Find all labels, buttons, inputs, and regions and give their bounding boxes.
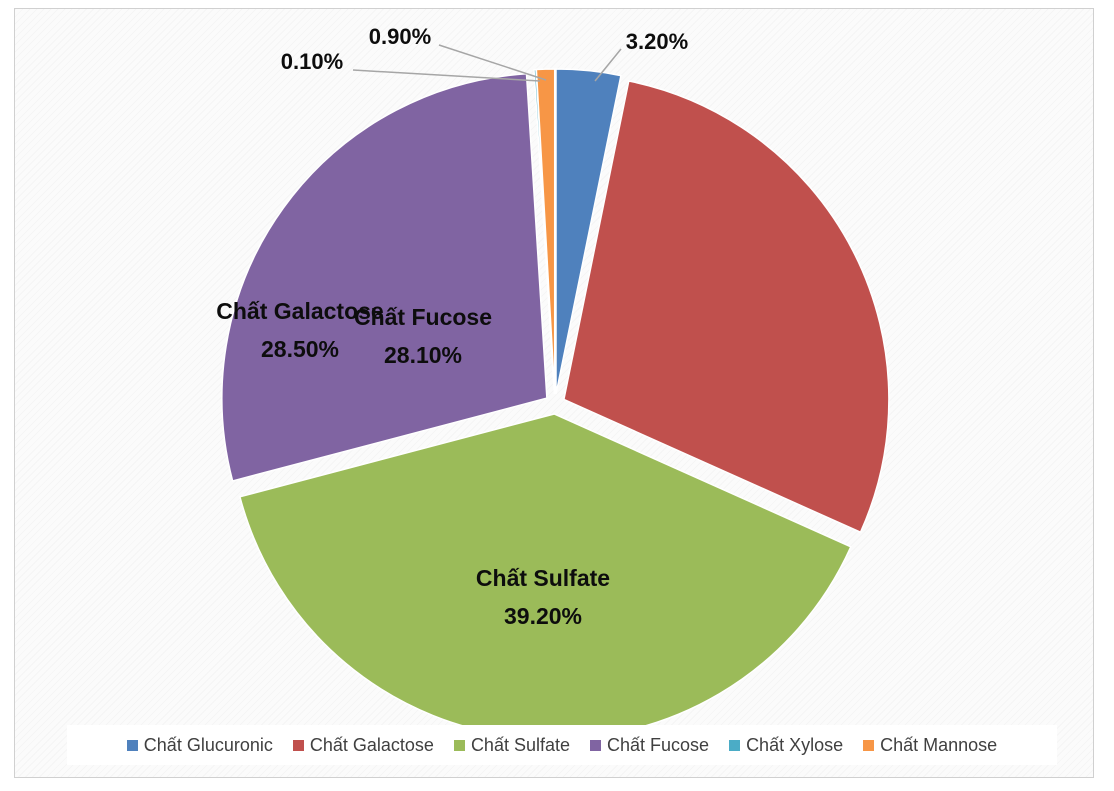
legend-item-mannose: Chất Mannose	[863, 735, 997, 756]
legend-item-glucuronic: Chất Glucuronic	[126, 734, 273, 756]
slice-label-sulfate-name: Chất Sulfate	[476, 565, 610, 591]
legend-label-mannose: Chất Mannose	[880, 734, 998, 755]
legend-label-galactose: Chất Galactose	[309, 734, 434, 755]
pie-slice-fucose	[221, 72, 548, 482]
slice-label-xylose-value: 0.10%	[281, 49, 343, 74]
slice-label-mannose-value: 0.90%	[369, 24, 431, 49]
legend-swatch-mannose	[863, 739, 875, 751]
slice-label-sulfate-value: 39.20%	[504, 603, 582, 629]
legend-item-galactose: Chất Galactose	[292, 734, 434, 756]
legend-swatch-xylose	[729, 739, 741, 751]
legend-item-xylose: Chất Xylose	[729, 735, 843, 756]
slice-label-fucose-name: Chất Fucose	[354, 304, 492, 330]
legend: Chất Glucuronic Chất Galactose Chất Sulfat…	[67, 725, 1057, 765]
slice-label-galactose-value: 28.50%	[261, 336, 339, 362]
legend-item-sulfate: Chất Sulfate	[453, 734, 570, 756]
leader-line-glucuronic	[594, 48, 622, 82]
slice-label-fucose-value: 28.10%	[384, 342, 462, 368]
legend-label-fucose: Chất Fucose	[607, 734, 710, 755]
slice-label-glucuronic-value: 3.20%	[626, 29, 688, 54]
pie-slice-galactose	[563, 80, 890, 534]
leader-line-mannose	[438, 44, 547, 81]
legend-label-xylose: Chất Xylose	[746, 734, 844, 755]
legend-label-sulfate: Chất Sulfate	[470, 734, 570, 755]
pie-slice-glucuronic	[555, 68, 622, 395]
legend-swatch-glucuronic	[126, 739, 138, 751]
legend-item-fucose: Chất Fucose	[590, 735, 709, 756]
leader-line-xylose	[352, 69, 541, 82]
legend-swatch-galactose	[292, 739, 304, 751]
pie-chart: 3.20% Chất Galactose 28.50% Chất Sulfate 39.…	[216, 24, 890, 740]
legend-swatch-fucose	[590, 739, 601, 751]
pie-slice-mannose	[535, 68, 556, 395]
chart-frame: 3.20% Chất Galactose 28.50% Chất Sulfate 39.…	[14, 8, 1094, 778]
slice-label-galactose-name: Chất Galactose	[216, 298, 383, 324]
legend-swatch-sulfate	[453, 739, 465, 751]
legend-label-glucuronic: Chất Glucuronic	[143, 734, 273, 755]
